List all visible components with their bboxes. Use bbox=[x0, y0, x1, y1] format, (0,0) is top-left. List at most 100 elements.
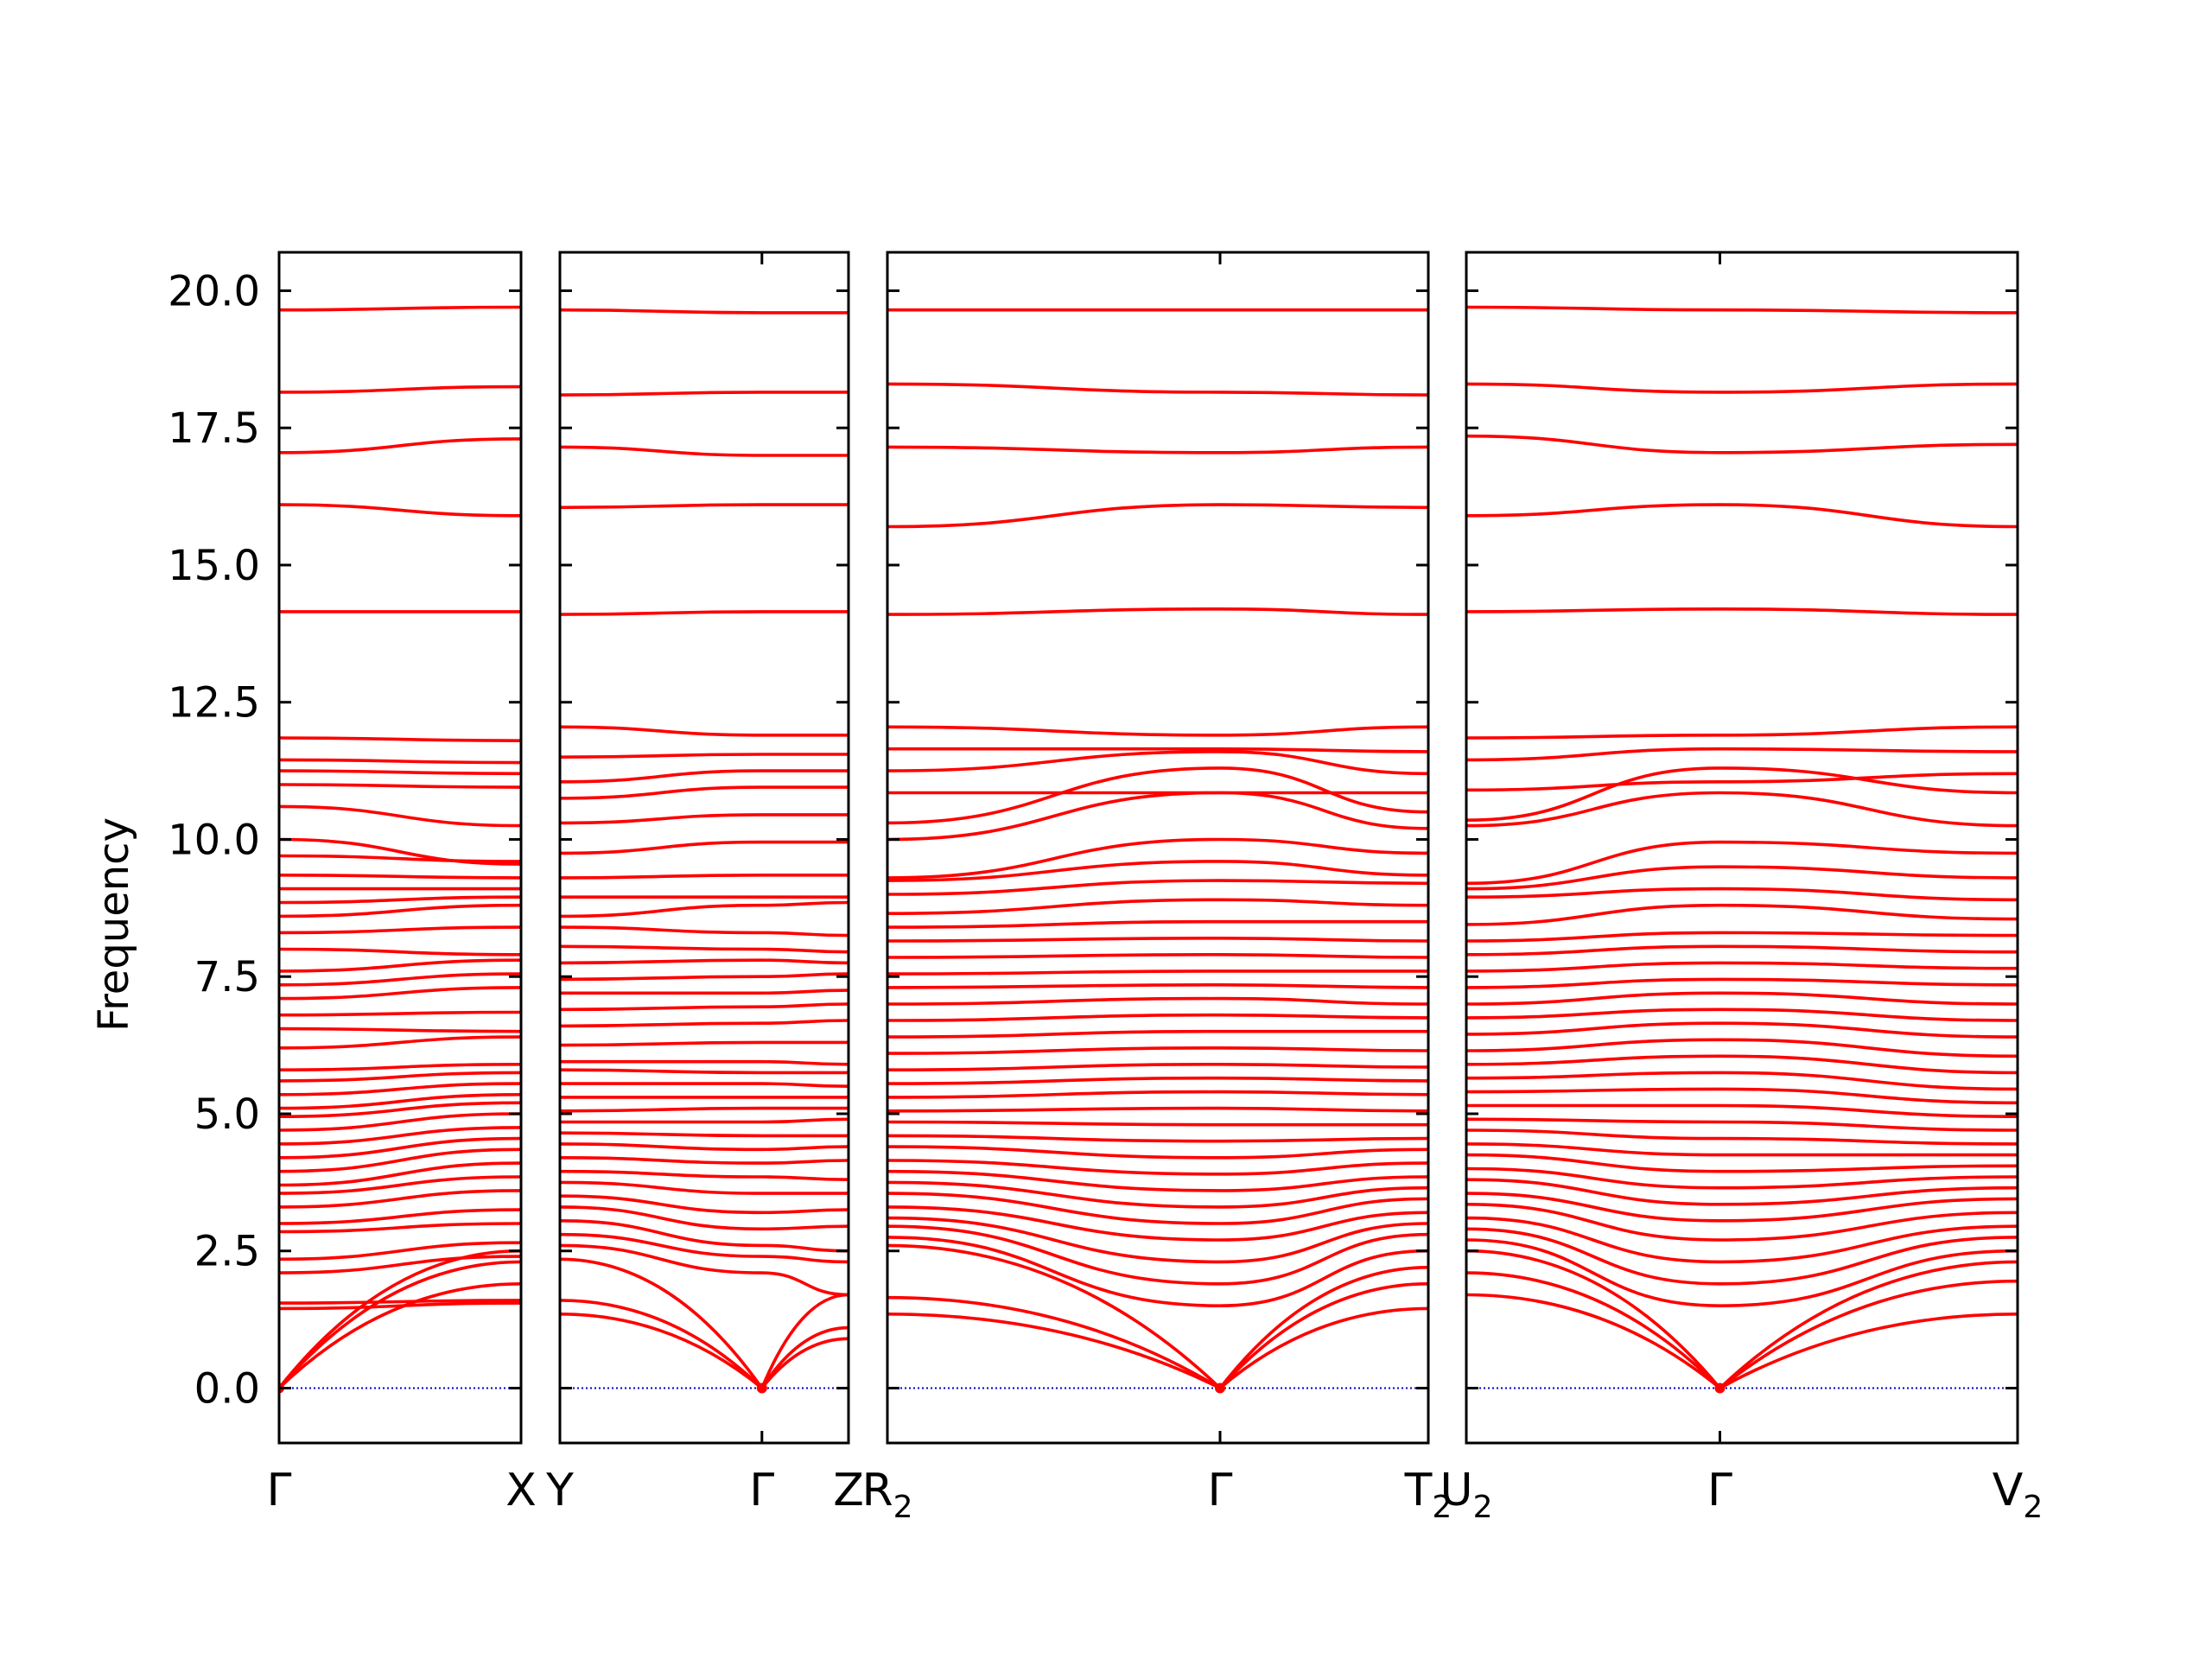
panel-2-kpoint-label-1: Y bbox=[545, 1465, 574, 1516]
panel-4-band-30 bbox=[1466, 772, 2018, 792]
panel-2-band-11 bbox=[560, 1117, 849, 1124]
panel-2-band-9 bbox=[560, 1142, 849, 1152]
panel-2-band-33 bbox=[560, 725, 849, 737]
panel-2-acoustic-band-2 bbox=[560, 1299, 849, 1391]
panel-1-band-27 bbox=[279, 903, 521, 918]
panel-4-band-2 bbox=[1466, 1227, 2018, 1286]
panel-2-band-7 bbox=[560, 1169, 849, 1181]
panel-3-bands bbox=[887, 308, 1428, 1394]
panel-4-band-23 bbox=[1466, 931, 2018, 943]
panel-1-band-31 bbox=[279, 854, 521, 863]
ytick-label-2: 2.5 bbox=[194, 1228, 260, 1276]
panel-2-band-30 bbox=[560, 785, 849, 800]
panel-1-band-13 bbox=[279, 1112, 521, 1132]
panel-4-band-31 bbox=[1466, 747, 2018, 762]
panel-3-band-4 bbox=[887, 1205, 1428, 1242]
panel-3-band-35 bbox=[887, 607, 1428, 616]
panel-1-band-36 bbox=[279, 758, 521, 765]
panel-4-band-24 bbox=[1466, 903, 2018, 926]
panel-2-band-29 bbox=[560, 813, 849, 825]
panel-2-kpoint-label-3: Z bbox=[833, 1465, 864, 1516]
y-axis-label: Frequency bbox=[90, 817, 138, 1032]
panel-3-band-24 bbox=[887, 919, 1428, 929]
ytick-label-9: 20.0 bbox=[168, 267, 260, 315]
panel-1-band-7 bbox=[279, 1189, 521, 1209]
panel-4-band-6 bbox=[1466, 1178, 2018, 1206]
panel-2-band-16 bbox=[560, 1059, 849, 1066]
panel-4-band-14 bbox=[1466, 1071, 2018, 1091]
panel-1-band-24 bbox=[279, 958, 521, 973]
panel-4-band-26 bbox=[1466, 865, 2018, 891]
panel-4-band-37 bbox=[1466, 305, 2018, 315]
panel-4-band-11 bbox=[1466, 1117, 2018, 1132]
panel-1-acoustic-band-2 bbox=[279, 1260, 521, 1389]
panel-4-bands bbox=[1466, 305, 2018, 1394]
panel-3-band-20 bbox=[887, 982, 1428, 989]
panel-1-band-4 bbox=[279, 1241, 521, 1262]
panel-2-band-12 bbox=[560, 1106, 849, 1113]
panel-1-frame bbox=[277, 251, 523, 1445]
panel-2-band-1 bbox=[560, 1243, 849, 1297]
panel-4-band-34 bbox=[1466, 503, 2018, 529]
panel-4-band-18 bbox=[1466, 1007, 2018, 1022]
panel-2-band-24 bbox=[560, 925, 849, 938]
panel-2-band-25 bbox=[560, 900, 849, 918]
panel-1-band-25 bbox=[279, 947, 521, 957]
panel-1-band-19 bbox=[279, 1035, 521, 1050]
panel-1-band-39 bbox=[279, 503, 521, 518]
panel-4-band-15 bbox=[1466, 1054, 2018, 1075]
panel-3-kpoint-label-1: R2 bbox=[861, 1465, 912, 1525]
panel-1-kpoint-label-2: X bbox=[505, 1465, 537, 1516]
panel-3-band-5 bbox=[887, 1192, 1428, 1225]
panel-4-kpoint-label-3: V2 bbox=[1993, 1465, 2043, 1525]
panel-3-band-34 bbox=[887, 725, 1428, 737]
panel-1-acoustic-band-3 bbox=[279, 1249, 521, 1389]
panel-3-band-14 bbox=[887, 1076, 1428, 1085]
panel-1-acoustic-band-1 bbox=[279, 1282, 521, 1389]
panel-4-band-33 bbox=[1466, 607, 2018, 616]
panel-1-band-14 bbox=[279, 1101, 521, 1118]
panel-3-band-7 bbox=[887, 1169, 1428, 1192]
panel-2-acoustic-band-3 bbox=[560, 1257, 849, 1392]
panel-3-kpoint-label-3: T2 bbox=[1404, 1465, 1452, 1525]
panel-4-band-28 bbox=[1466, 791, 2018, 828]
panel-2-band-5 bbox=[560, 1194, 849, 1215]
panel-1-band-9 bbox=[279, 1161, 521, 1187]
panel-2-band-2 bbox=[560, 1232, 849, 1264]
panel-3-band-22 bbox=[887, 952, 1428, 959]
panel-3-band-33 bbox=[887, 747, 1428, 753]
panel-1-band-41 bbox=[279, 385, 521, 394]
panel-3-kpoint-label-2: Γ bbox=[1207, 1465, 1232, 1516]
panel-2-acoustic-band-1 bbox=[560, 1313, 849, 1391]
panel-3-band-15 bbox=[887, 1062, 1428, 1071]
panel-3-band-11 bbox=[887, 1120, 1428, 1127]
panel-2-frame bbox=[558, 251, 850, 1445]
panel-4-band-35 bbox=[1466, 434, 2018, 454]
panel-1-band-20 bbox=[279, 1027, 521, 1033]
panel-3-band-32 bbox=[887, 750, 1428, 776]
panel-4-acoustic-band-1 bbox=[1466, 1293, 2018, 1390]
panel-3-band-25 bbox=[887, 898, 1428, 915]
panel-3-acoustic-band-1 bbox=[887, 1306, 1428, 1390]
panel-4-kpoint-label-1: U2 bbox=[1440, 1465, 1493, 1525]
panel-1-band-10 bbox=[279, 1147, 521, 1173]
panel-3-band-12 bbox=[887, 1106, 1428, 1113]
panel-3-band-16 bbox=[887, 1046, 1428, 1055]
panel-1-band-3 bbox=[279, 1255, 521, 1274]
panel-1-band-22 bbox=[279, 986, 521, 1001]
panel-2-band-38 bbox=[560, 308, 849, 315]
panel-4-band-7 bbox=[1466, 1166, 2018, 1190]
panel-3-gamma-dot bbox=[1214, 1382, 1225, 1394]
panel-3-band-27 bbox=[887, 860, 1428, 882]
panel-4-band-19 bbox=[1466, 991, 2018, 1006]
panel-3-band-28 bbox=[887, 837, 1428, 880]
panel-2-band-4 bbox=[560, 1205, 849, 1231]
panel-2-band-34 bbox=[560, 610, 849, 616]
panel-2-band-10 bbox=[560, 1131, 849, 1138]
panel-4-band-3 bbox=[1466, 1216, 2018, 1264]
panel-2-band-14 bbox=[560, 1082, 849, 1088]
panel-1-band-15 bbox=[279, 1093, 521, 1110]
panel-1-band-1 bbox=[279, 1301, 521, 1311]
panel-1-band-16 bbox=[279, 1082, 521, 1096]
